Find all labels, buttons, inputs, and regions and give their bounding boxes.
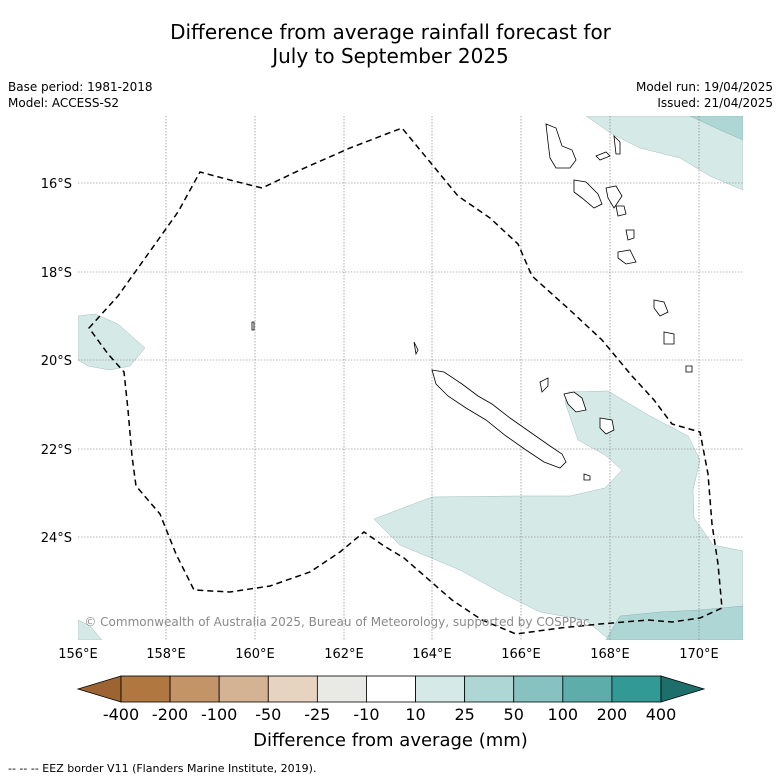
colorbar-tick-labels: -400 -200 -100 -50 -25 -10 10 25 50 100 200 400 xyxy=(103,705,676,724)
map-title-line-2: July to September 2025 xyxy=(272,44,509,68)
colorbar-segment xyxy=(415,675,466,703)
colorbar xyxy=(76,675,706,703)
colorbar-tick-label: 50 xyxy=(504,705,524,724)
chesterfield-islets xyxy=(539,377,549,393)
isle-of-pines xyxy=(583,473,591,481)
colorbar-tick-label: -200 xyxy=(152,705,188,724)
colorbar-tick-label: 200 xyxy=(597,705,628,724)
wet-region-southwest-corner xyxy=(78,619,103,640)
matthew-hunter-northeast-1 xyxy=(653,299,669,317)
lat-label-16s: 16°S xyxy=(41,177,72,192)
colorbar-tick-label: -400 xyxy=(103,705,139,724)
belep-islands xyxy=(413,341,419,356)
colorbar-segment xyxy=(218,675,269,703)
vanuatu-espiritu-santo xyxy=(545,123,577,169)
map-panel xyxy=(78,116,743,640)
vanuatu-tanna xyxy=(617,249,637,265)
colorbar-label: Difference from average (mm) xyxy=(253,730,528,751)
colorbar-segment xyxy=(267,675,318,703)
base-period-text: Base period: 1981-2018 xyxy=(8,80,153,94)
colorbar-segment xyxy=(611,675,662,703)
colorbar-segment xyxy=(513,675,564,703)
model-run-text: Model run: 19/04/2025 xyxy=(635,80,773,94)
lon-label-164e: 164°E xyxy=(412,647,452,662)
colorbar-segment xyxy=(169,675,220,703)
land-outlines xyxy=(251,123,693,481)
lon-label-166e: 166°E xyxy=(501,647,541,662)
issued-text: Issued: 21/04/2025 xyxy=(657,96,773,110)
lon-label-160e: 160°E xyxy=(235,647,275,662)
colorbar-tick-label: -10 xyxy=(353,705,379,724)
loyalty-islands-ouvea xyxy=(563,391,587,413)
colorbar-tick-label: -25 xyxy=(304,705,330,724)
colorbar-tick-label: 400 xyxy=(646,705,677,724)
anomaly-shading xyxy=(78,116,743,640)
colorbar-extend-high xyxy=(660,675,706,703)
colorbar-extend-low xyxy=(76,675,122,703)
lon-label-168e: 168°E xyxy=(590,647,630,662)
wet-region-southeast xyxy=(373,390,743,640)
colorbar-segment xyxy=(464,675,515,703)
vanuatu-ambae xyxy=(595,151,611,161)
loyalty-islands-lifou xyxy=(599,417,615,435)
matthew-hunter-northeast-2 xyxy=(663,331,675,345)
small-island-west-1 xyxy=(251,321,255,331)
vanuatu-erromango xyxy=(625,229,635,241)
vanuatu-efate xyxy=(615,205,627,217)
colorbar-segment xyxy=(366,675,416,703)
eez-border xyxy=(88,127,723,635)
moderate-wet-northeast xyxy=(689,116,743,141)
graticule xyxy=(78,116,743,640)
colorbar-segment xyxy=(120,675,171,703)
wet-region-west xyxy=(78,313,146,371)
vanuatu-maewo xyxy=(613,134,621,155)
map-title-line-1: Difference from average rainfall forecas… xyxy=(170,20,611,44)
wet-region-northeast xyxy=(585,116,743,191)
lat-label-20s: 20°S xyxy=(41,354,72,369)
small-island-east xyxy=(685,365,693,373)
lon-label-170e: 170°E xyxy=(679,647,719,662)
lat-label-18s: 18°S xyxy=(41,266,72,281)
colorbar-tick-label: -100 xyxy=(201,705,237,724)
lon-label-162e: 162°E xyxy=(324,647,364,662)
lon-label-156e: 156°E xyxy=(58,647,98,662)
colorbar-segment xyxy=(562,675,613,703)
colorbar-tick-label: 100 xyxy=(548,705,579,724)
lat-label-24s: 24°S xyxy=(41,531,72,546)
colorbar-tick-label: -50 xyxy=(255,705,281,724)
vanuatu-epi xyxy=(605,185,623,209)
lon-label-158e: 158°E xyxy=(146,647,186,662)
lon-axis-labels: 156°E 158°E 160°E 162°E 164°E 166°E 168°… xyxy=(58,647,719,662)
new-caledonia-grande-terre xyxy=(431,369,567,469)
colorbar-segment xyxy=(316,675,367,703)
eez-legend-footer: -- -- -- EEZ border V11 (Flanders Marine… xyxy=(8,762,317,775)
lat-axis-labels: 16°S 18°S 20°S 22°S 24°S xyxy=(41,177,72,546)
colorbar-tick-label: 10 xyxy=(405,705,425,724)
model-text: Model: ACCESS-S2 xyxy=(8,96,120,110)
vanuatu-malekula xyxy=(573,179,603,209)
lat-label-22s: 22°S xyxy=(41,443,72,458)
colorbar-tick-label: 25 xyxy=(454,705,474,724)
copyright-notice: © Commonwealth of Australia 2025, Bureau… xyxy=(84,615,589,629)
